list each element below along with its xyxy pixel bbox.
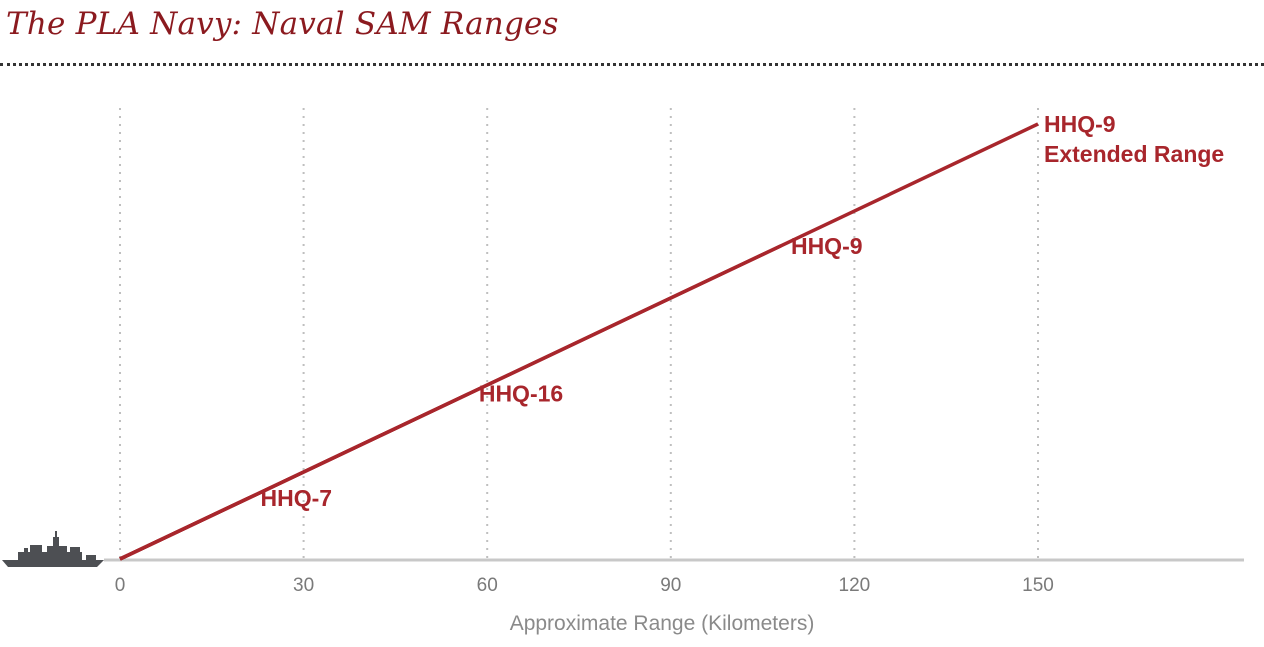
series-label-hhq-9: HHQ-9 (791, 233, 863, 259)
x-tick-label-30: 30 (293, 575, 314, 596)
x-tick-label-0: 0 (115, 575, 126, 596)
x-tick-label-120: 120 (839, 575, 871, 596)
x-axis: 0 30 60 90 120 150 (104, 558, 1244, 596)
series-label-line: HHQ-9 (791, 233, 863, 259)
x-axis-title: Approximate Range (Kilometers) (510, 612, 815, 635)
chart-title: The PLA Navy: Naval SAM Ranges (6, 6, 559, 42)
gridlines (119, 108, 1039, 559)
series-label-line: HHQ-7 (261, 485, 333, 511)
series-label-hhq-7: HHQ-7 (261, 485, 333, 511)
series-lines (119, 122, 1039, 561)
x-tick-label-90: 90 (660, 575, 681, 596)
title-divider (0, 63, 1264, 66)
series-label-line: Extended Range (1044, 141, 1224, 167)
x-tick-label-150: 150 (1022, 575, 1054, 596)
ship-icon (2, 531, 104, 567)
series-label-hhq-9-extended-range: HHQ-9 Extended Range (1044, 111, 1224, 167)
series-label-hhq-16: HHQ-16 (479, 381, 563, 407)
series-label-line: HHQ-16 (479, 381, 563, 407)
series-labels: HHQ-7 HHQ-16 HHQ-9 HHQ-9 Extended Range (261, 111, 1225, 511)
x-tick-label-60: 60 (477, 575, 498, 596)
series-line-hhq-9-extended-range (119, 122, 1039, 561)
series-label-line: HHQ-9 (1044, 111, 1116, 137)
